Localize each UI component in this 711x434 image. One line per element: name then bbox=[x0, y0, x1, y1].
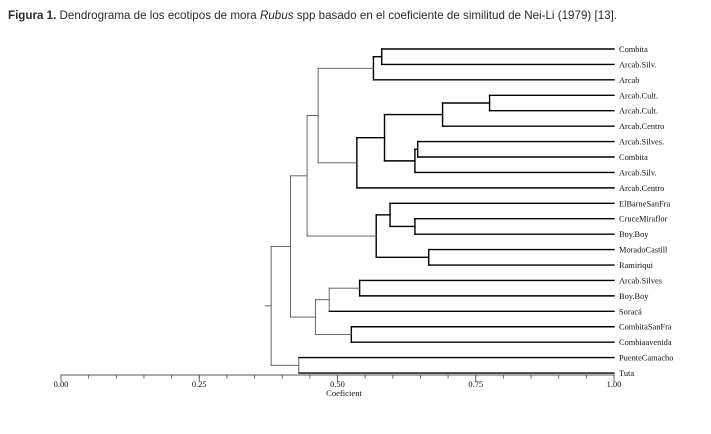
leaf-label: Arcab.Centro bbox=[619, 122, 664, 131]
caption-text-end: spp basado en el coeficiente de similitu… bbox=[293, 9, 618, 22]
x-axis: Coeficient 0.00 0.25 0.50 0.75 1.00 bbox=[54, 374, 622, 398]
axis-tick-label: 0.50 bbox=[330, 380, 345, 389]
leaf-label: Arcab.Silves bbox=[619, 276, 662, 285]
leaf-label: Boy.Boy bbox=[619, 292, 649, 301]
leaf-label: Arcab.Cult. bbox=[619, 91, 658, 100]
leaf-label: ElBarneSanFra bbox=[619, 199, 670, 208]
leaf-label: Arcab.Silves. bbox=[619, 138, 664, 147]
leaf-label: Soracá bbox=[619, 307, 642, 316]
axis-title: Coeficient bbox=[326, 388, 362, 398]
leaf-label: CruceMiraflor bbox=[619, 215, 668, 224]
dendrogram-branches bbox=[264, 48, 615, 374]
leaf-label: CombitaSanFra bbox=[619, 323, 672, 332]
leaf-label: Arcab bbox=[619, 76, 639, 85]
leaf-label: Combiaavenida bbox=[619, 338, 672, 347]
caption-species: Rubus bbox=[259, 9, 294, 22]
leaf-label: Boy.Boy bbox=[619, 230, 649, 239]
axis-tick-label: 0.75 bbox=[468, 380, 483, 389]
leaf-labels: Combita Arcab.Silv. Arcab Arcab.Cult. Arcab.… bbox=[619, 45, 673, 378]
axis-tick-label: 0.25 bbox=[192, 380, 207, 389]
caption-text: Dendrograma de los ecotipos de mora bbox=[56, 9, 260, 22]
leaf-label: Ramiriqui bbox=[619, 261, 654, 270]
axis-tick-label: 1.00 bbox=[607, 380, 622, 389]
leaf-label: Arcab.Silv. bbox=[619, 168, 657, 177]
axis-tick-label: 0.00 bbox=[54, 380, 69, 389]
figure-caption: Figura 1. Dendrograma de los ecotipos de… bbox=[8, 9, 703, 22]
caption-label: Figura 1. bbox=[8, 9, 57, 22]
leaf-label: Arcab.Cult. bbox=[619, 107, 658, 116]
leaf-label: Tuta bbox=[619, 369, 634, 378]
leaf-label: Arcab.Silv. bbox=[619, 60, 657, 69]
leaf-label: Combita bbox=[619, 45, 648, 54]
leaf-label: PuenteCamacho bbox=[619, 354, 673, 363]
leaf-label: Combita bbox=[619, 153, 648, 162]
leaf-label: MoradoCastill bbox=[619, 246, 668, 255]
leaf-label: Arcab.Centro bbox=[619, 184, 664, 193]
